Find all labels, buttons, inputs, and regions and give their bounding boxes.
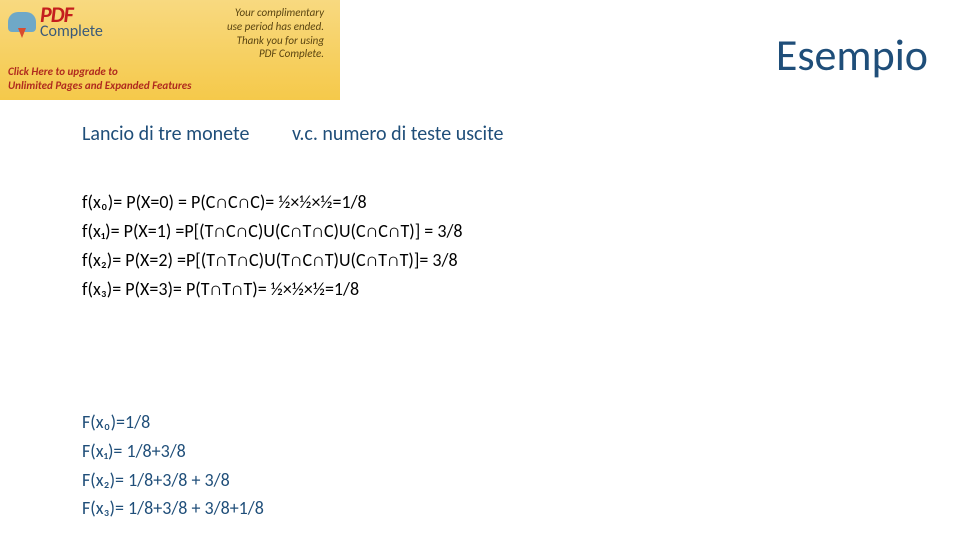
pdf-logo: PDF Complete bbox=[8, 4, 103, 40]
page-title: Esempio bbox=[776, 28, 928, 82]
banner-bottom-line: Unlimited Pages and Expanded Features bbox=[8, 79, 191, 92]
cdf-row: F(x₁)= 1/8+3/8 bbox=[82, 437, 264, 466]
pmf-formulas: f(x₀)= P(X=0) = P(C∩C∩C)= ½×½×½=1/8 f(x₁… bbox=[82, 188, 463, 305]
banner-upgrade-link[interactable]: Click Here to upgrade to Unlimited Pages… bbox=[0, 63, 340, 98]
banner-msg-line: PDF Complete. bbox=[259, 47, 324, 60]
banner-message: Your complimentary use period has ended.… bbox=[109, 4, 332, 61]
banner-msg-line: use period has ended. bbox=[227, 20, 324, 33]
subtitle-row: Lancio di tre monete v.c. numero di test… bbox=[82, 122, 504, 146]
cdf-row: F(x₃)= 1/8+3/8 + 3/8+1/8 bbox=[82, 494, 264, 523]
banner-top-row: PDF Complete Your complimentary use peri… bbox=[0, 0, 340, 63]
complete-word: Complete bbox=[40, 24, 103, 40]
formula-row: f(x₂)= P(X=2) =P[(T∩T∩C)U(T∩C∩T)U(C∩T∩T)… bbox=[82, 246, 463, 275]
pdf-complete-banner[interactable]: PDF Complete Your complimentary use peri… bbox=[0, 0, 340, 100]
formula-row: f(x₀)= P(X=0) = P(C∩C∩C)= ½×½×½=1/8 bbox=[82, 188, 463, 217]
banner-msg-line: Your complimentary bbox=[235, 6, 324, 19]
cdf-formulas: F(x₀)=1/8 F(x₁)= 1/8+3/8 F(x₂)= 1/8+3/8 … bbox=[82, 408, 264, 523]
formula-row: f(x₁)= P(X=1) =P[(T∩C∩C)U(C∩T∩C)U(C∩C∩T)… bbox=[82, 217, 463, 246]
subtitle-left: Lancio di tre monete bbox=[82, 122, 249, 146]
cloud-arrow-icon bbox=[8, 12, 36, 32]
banner-msg-line: Thank you for using bbox=[237, 34, 324, 47]
formula-row: f(x₃)= P(X=3)= P(T∩T∩T)= ½×½×½=1/8 bbox=[82, 275, 463, 304]
subtitle-right: v.c. numero di teste uscite bbox=[292, 122, 504, 146]
cdf-row: F(x₂)= 1/8+3/8 + 3/8 bbox=[82, 466, 264, 495]
banner-bottom-line: Click Here to upgrade to bbox=[8, 65, 118, 78]
cdf-row: F(x₀)=1/8 bbox=[82, 408, 264, 437]
